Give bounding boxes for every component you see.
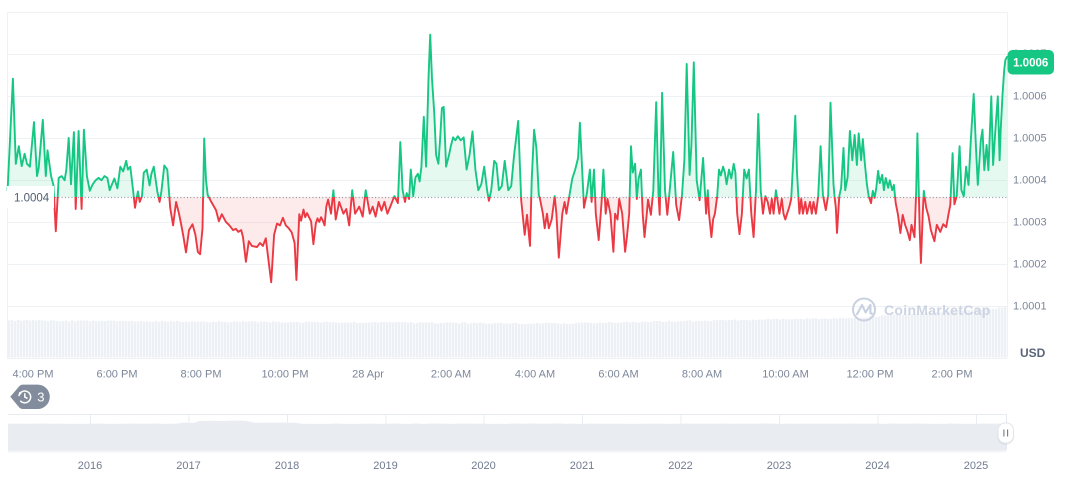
- svg-text:CoinMarketCap: CoinMarketCap: [884, 302, 991, 318]
- svg-text:1.0002: 1.0002: [1013, 259, 1047, 271]
- svg-text:1.0003: 1.0003: [1013, 217, 1047, 229]
- svg-text:2016: 2016: [78, 460, 102, 472]
- svg-text:8:00 PM: 8:00 PM: [181, 369, 222, 381]
- svg-text:4:00 PM: 4:00 PM: [13, 369, 54, 381]
- svg-text:6:00 AM: 6:00 AM: [598, 369, 638, 381]
- svg-text:2025: 2025: [964, 460, 988, 472]
- svg-text:2:00 AM: 2:00 AM: [431, 369, 471, 381]
- svg-text:USD: USD: [1020, 346, 1046, 360]
- svg-text:28 Apr: 28 Apr: [352, 369, 384, 381]
- svg-text:1.0004: 1.0004: [1013, 175, 1047, 187]
- svg-text:12:00 PM: 12:00 PM: [846, 369, 893, 381]
- svg-text:1.0006: 1.0006: [1013, 91, 1047, 103]
- svg-text:2:00 PM: 2:00 PM: [932, 369, 973, 381]
- svg-text:2024: 2024: [865, 460, 889, 472]
- svg-text:8:00 AM: 8:00 AM: [682, 369, 722, 381]
- svg-text:2018: 2018: [275, 460, 299, 472]
- svg-text:10:00 PM: 10:00 PM: [261, 369, 308, 381]
- svg-text:1.0006: 1.0006: [1013, 58, 1048, 70]
- svg-text:2022: 2022: [668, 460, 692, 472]
- svg-text:2023: 2023: [767, 460, 791, 472]
- svg-text:1.0005: 1.0005: [1013, 133, 1047, 145]
- svg-text:1.0001: 1.0001: [1013, 301, 1047, 313]
- svg-text:6:00 PM: 6:00 PM: [97, 369, 138, 381]
- svg-text:2021: 2021: [570, 460, 594, 472]
- svg-text:2017: 2017: [176, 460, 200, 472]
- svg-text:3: 3: [37, 389, 44, 404]
- svg-text:10:00 AM: 10:00 AM: [762, 369, 808, 381]
- svg-text:4:00 AM: 4:00 AM: [515, 369, 555, 381]
- svg-text:2019: 2019: [373, 460, 397, 472]
- svg-text:2020: 2020: [471, 460, 495, 472]
- svg-text:1.0004: 1.0004: [14, 193, 50, 205]
